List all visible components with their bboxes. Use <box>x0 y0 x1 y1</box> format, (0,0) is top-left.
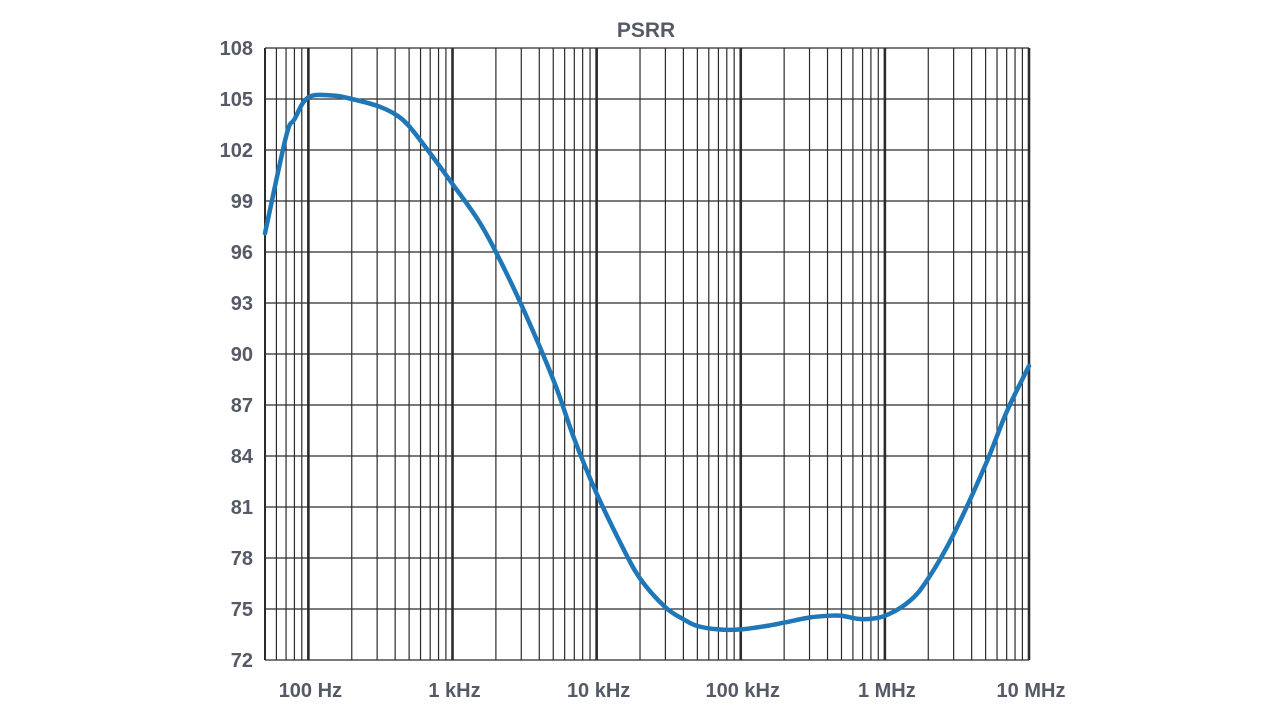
y-tick-label: 102 <box>220 140 253 162</box>
x-tick-label: 1 kHz <box>428 680 480 702</box>
psrr-series-line <box>262 92 1032 633</box>
y-tick-label: 90 <box>231 344 253 366</box>
y-tick-label: 93 <box>231 293 253 315</box>
x-tick-labels: 100 Hz 1 kHz 10 kHz 100 kHz 1 MHz 10 MHz <box>279 680 1066 702</box>
y-tick-label: 81 <box>231 497 253 519</box>
x-tick-label: 10 MHz <box>997 680 1066 702</box>
y-tick-label: 99 <box>231 191 253 213</box>
grid-layer <box>264 47 1031 661</box>
y-tick-label: 78 <box>231 548 253 570</box>
y-tick-label: 84 <box>231 446 254 468</box>
series-layer <box>262 92 1032 633</box>
x-tick-label: 100 kHz <box>706 680 781 702</box>
y-tick-label: 105 <box>220 89 253 111</box>
y-tick-label: 75 <box>231 599 253 621</box>
y-tick-labels: 108 105 102 99 96 93 90 87 84 81 78 75 72 <box>220 38 254 672</box>
x-tick-label: 1 MHz <box>858 680 916 702</box>
x-tick-label: 100 Hz <box>279 680 342 702</box>
y-tick-label: 87 <box>231 395 253 417</box>
chart-title: PSRR <box>617 19 675 42</box>
y-tick-label: 108 <box>220 38 253 60</box>
y-tick-label: 72 <box>231 650 253 672</box>
x-tick-label: 10 kHz <box>567 680 630 702</box>
y-tick-label: 96 <box>231 242 253 264</box>
